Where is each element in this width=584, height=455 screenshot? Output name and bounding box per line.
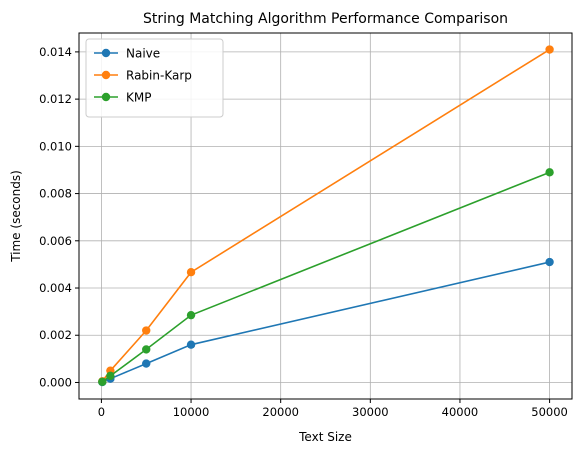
data-point [545, 257, 554, 267]
series-naive [98, 257, 554, 387]
legend-marker [101, 92, 111, 102]
grid [79, 33, 572, 399]
data-point [142, 345, 151, 354]
x-tick-label: 40000 [442, 405, 479, 419]
legend-marker [101, 48, 111, 58]
y-axis-label: Time (seconds) [9, 170, 23, 263]
legend-label: Naive [126, 47, 160, 61]
plot-frame [78, 32, 573, 400]
legend-box [85, 38, 224, 118]
y-tick-label: 0.006 [39, 234, 72, 248]
data-point [545, 168, 554, 177]
x-tick-label: 20000 [262, 405, 299, 419]
x-tick-label: 30000 [352, 405, 389, 419]
y-tick-label: 0.008 [39, 187, 72, 201]
series-kmp [98, 168, 554, 386]
series-layer [98, 45, 554, 387]
legend-marker [101, 70, 111, 80]
data-point [186, 310, 196, 320]
y-tick-label: 0.010 [39, 139, 72, 153]
data-point [98, 377, 107, 386]
y-tick-label: 0.000 [39, 375, 72, 389]
x-tick-label: 10000 [173, 405, 210, 419]
chart-title: String Matching Algorithm Performance Co… [143, 11, 508, 27]
x-tick-label: 0 [98, 405, 105, 419]
y-tick-label: 0.012 [39, 92, 72, 106]
y-tick-label: 0.002 [39, 328, 72, 342]
data-point [106, 371, 115, 381]
y-tick-label: 0.004 [39, 281, 72, 295]
data-point [142, 326, 151, 335]
data-point [186, 340, 196, 349]
data-point [142, 359, 151, 368]
y-tick-label: 0.014 [39, 45, 72, 59]
legend: Naive Rabin-Karp KMP [85, 38, 224, 118]
legend-label: KMP [126, 91, 151, 105]
data-point [186, 267, 196, 277]
x-axis: 0 10000 20000 30000 40000 50000 [98, 399, 568, 419]
y-axis: 0.000 0.002 0.004 0.006 0.008 0.010 0.012 0.014 [39, 45, 79, 389]
x-tick-label: 50000 [531, 405, 568, 419]
series-line [102, 261, 550, 383]
x-axis-label: Text Size [298, 430, 352, 444]
legend-label: Rabin-Karp [126, 69, 192, 83]
data-point [545, 45, 554, 54]
